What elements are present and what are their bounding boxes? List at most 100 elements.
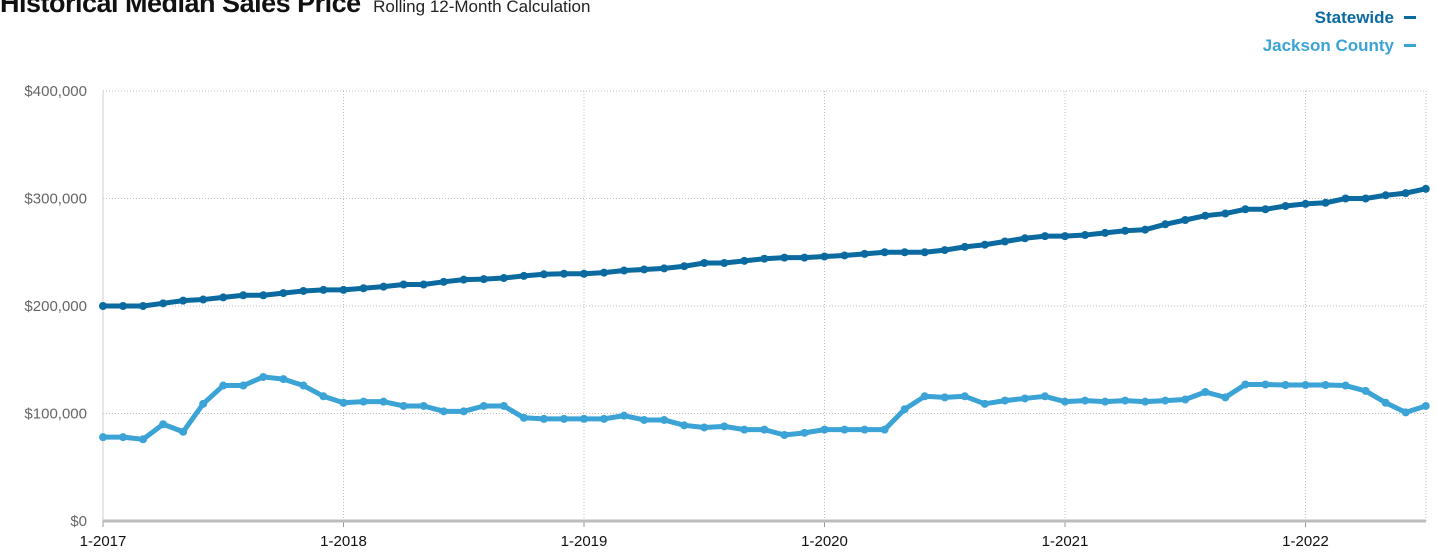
data-point-statewide bbox=[439, 277, 448, 286]
data-point-statewide bbox=[359, 284, 368, 293]
data-point-jackson-county bbox=[640, 415, 649, 424]
data-point-statewide bbox=[1161, 220, 1170, 229]
data-point-jackson-county bbox=[219, 381, 228, 390]
data-point-statewide bbox=[319, 285, 328, 294]
y-tick-label: $100,000 bbox=[24, 406, 87, 423]
data-point-jackson-county bbox=[1081, 396, 1090, 405]
data-point-jackson-county bbox=[419, 401, 428, 410]
y-tick-label: $400,000 bbox=[24, 83, 87, 100]
data-point-statewide bbox=[299, 286, 308, 295]
legend-swatch-jackson-county bbox=[1404, 44, 1416, 48]
x-tick-label: 1-2019 bbox=[561, 533, 608, 550]
data-point-statewide bbox=[780, 253, 789, 262]
data-point-statewide bbox=[239, 291, 248, 300]
x-tick-label: 1-2017 bbox=[80, 533, 127, 550]
data-point-jackson-county bbox=[1020, 394, 1029, 403]
data-point-jackson-county bbox=[1141, 397, 1150, 406]
data-point-statewide bbox=[259, 291, 268, 300]
y-tick-label: $300,000 bbox=[24, 191, 87, 208]
data-point-jackson-county bbox=[1381, 398, 1390, 407]
data-point-statewide bbox=[1061, 232, 1069, 241]
data-point-jackson-county bbox=[1261, 380, 1270, 389]
data-point-statewide bbox=[459, 275, 468, 284]
data-point-jackson-county bbox=[1281, 381, 1290, 390]
data-point-jackson-county bbox=[920, 392, 929, 401]
data-point-jackson-county bbox=[1000, 396, 1009, 405]
data-point-jackson-county bbox=[179, 427, 188, 436]
data-point-jackson-county bbox=[660, 415, 669, 424]
data-point-statewide bbox=[1301, 199, 1310, 208]
data-point-jackson-county bbox=[860, 425, 869, 434]
data-point-statewide bbox=[660, 264, 669, 273]
data-point-jackson-county bbox=[780, 431, 789, 439]
legend-item-statewide[interactable]: Statewide bbox=[1263, 6, 1416, 34]
data-point-statewide bbox=[1101, 228, 1110, 237]
data-point-statewide bbox=[640, 265, 649, 274]
data-point-jackson-county bbox=[740, 425, 749, 434]
data-point-statewide bbox=[1361, 194, 1370, 203]
data-point-jackson-county bbox=[99, 433, 107, 442]
data-point-statewide bbox=[1241, 205, 1250, 214]
data-point-statewide bbox=[580, 269, 588, 278]
data-point-jackson-county bbox=[1221, 393, 1230, 402]
data-point-jackson-county bbox=[620, 411, 629, 420]
data-point-jackson-county bbox=[1361, 386, 1370, 395]
data-point-statewide bbox=[1321, 198, 1330, 207]
legend-item-jackson-county[interactable]: Jackson County bbox=[1263, 34, 1416, 62]
data-point-jackson-county bbox=[499, 401, 508, 410]
data-point-jackson-county bbox=[359, 397, 368, 406]
data-point-jackson-county bbox=[880, 425, 889, 434]
data-point-jackson-county bbox=[1301, 381, 1310, 390]
data-point-statewide bbox=[519, 271, 528, 280]
data-point-statewide bbox=[720, 259, 729, 267]
legend-swatch-statewide bbox=[1404, 16, 1416, 20]
data-point-jackson-county bbox=[820, 425, 829, 434]
data-point-jackson-county bbox=[199, 399, 208, 408]
tick-labels: $0 $100,000 $200,000 $300,000 $400,000 1-2017… bbox=[24, 83, 1328, 550]
data-point-jackson-county bbox=[119, 433, 128, 442]
data-point-jackson-county bbox=[1341, 381, 1350, 390]
data-point-statewide bbox=[1141, 225, 1150, 234]
data-point-jackson-county bbox=[1201, 388, 1210, 396]
data-point-jackson-county bbox=[1321, 381, 1330, 390]
data-point-statewide bbox=[139, 302, 148, 310]
legend-label-jackson-county: Jackson County bbox=[1262, 36, 1394, 55]
series-statewide bbox=[99, 184, 1430, 310]
data-point-jackson-county bbox=[700, 423, 709, 432]
data-point-statewide bbox=[399, 280, 408, 289]
x-tick-label: 1-2022 bbox=[1282, 533, 1329, 550]
data-point-jackson-county bbox=[900, 405, 909, 414]
data-point-jackson-county bbox=[339, 398, 348, 407]
data-point-statewide bbox=[199, 295, 208, 304]
data-point-jackson-county bbox=[399, 401, 408, 410]
data-point-statewide bbox=[920, 248, 929, 257]
data-point-jackson-county bbox=[1101, 397, 1110, 406]
data-point-statewide bbox=[1401, 189, 1410, 198]
data-point-statewide bbox=[119, 302, 128, 310]
data-point-statewide bbox=[1181, 216, 1190, 224]
data-point-statewide bbox=[279, 289, 288, 298]
data-series bbox=[99, 184, 1430, 444]
chart-title: Historical Median Sales Price bbox=[0, 0, 361, 18]
data-point-statewide bbox=[1040, 232, 1049, 241]
grid-lines bbox=[103, 90, 1427, 521]
data-point-jackson-county bbox=[840, 425, 849, 434]
data-point-statewide bbox=[980, 240, 989, 249]
data-point-jackson-county bbox=[459, 407, 468, 416]
data-point-statewide bbox=[499, 274, 508, 283]
data-point-statewide bbox=[800, 253, 809, 262]
data-point-statewide bbox=[1221, 209, 1230, 218]
chart-subtitle: Rolling 12-Month Calculation bbox=[373, 0, 591, 16]
data-point-jackson-county bbox=[580, 414, 588, 423]
data-point-jackson-county bbox=[379, 397, 388, 406]
data-point-statewide bbox=[940, 246, 949, 255]
data-point-jackson-county bbox=[960, 392, 969, 401]
data-point-statewide bbox=[600, 268, 609, 277]
data-point-statewide bbox=[1081, 231, 1090, 240]
data-point-jackson-county bbox=[940, 393, 949, 402]
data-point-jackson-county bbox=[1161, 396, 1170, 405]
data-point-statewide bbox=[99, 302, 107, 310]
data-point-statewide bbox=[840, 251, 849, 260]
data-point-statewide bbox=[740, 256, 749, 265]
